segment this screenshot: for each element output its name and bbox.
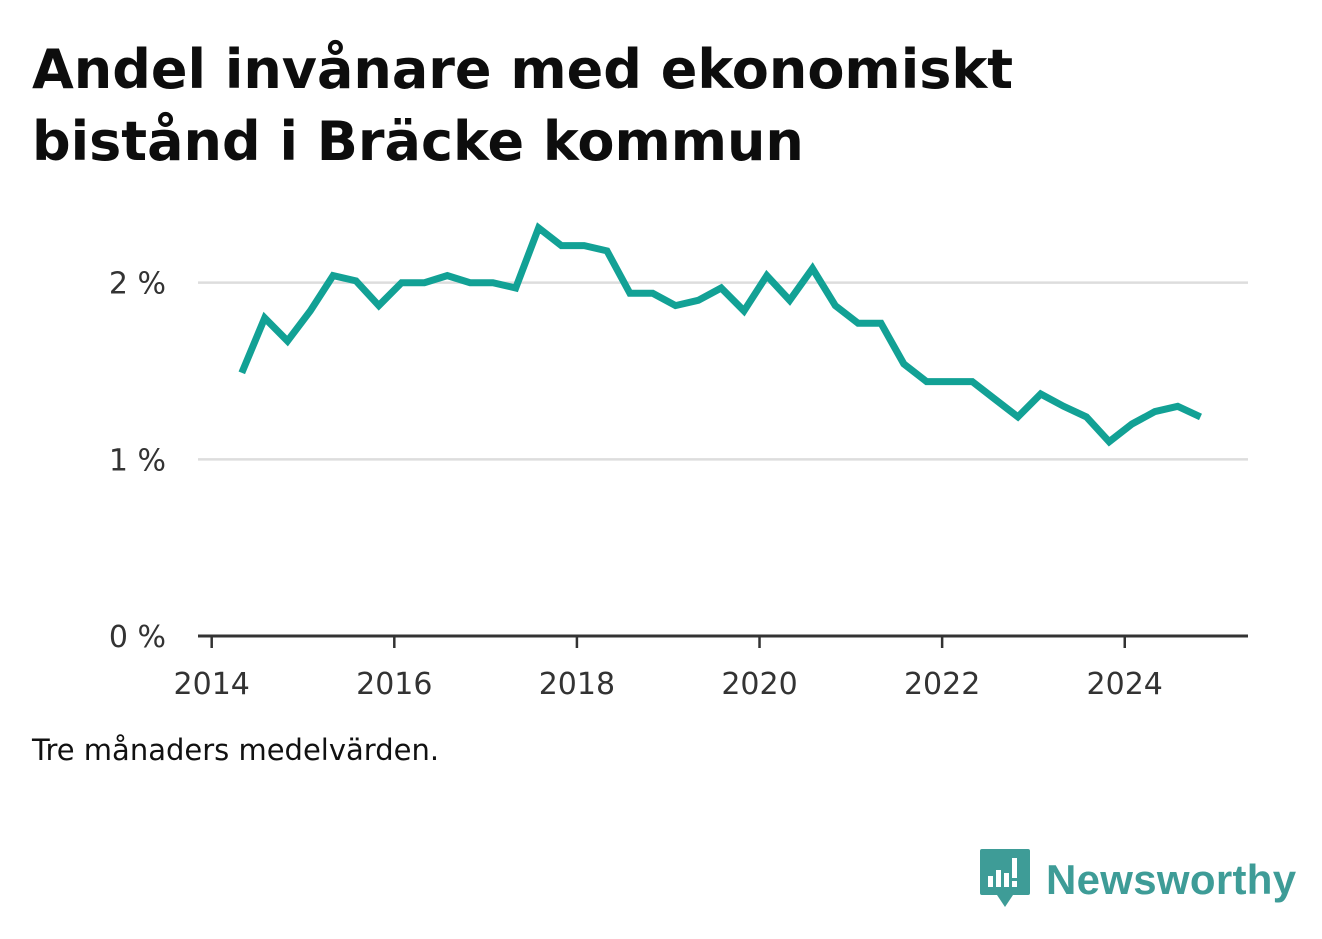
brand-logo: Newsworthy (980, 848, 1296, 912)
brand-name: Newsworthy (1046, 856, 1297, 903)
x-tick-label: 2020 (721, 667, 797, 702)
data-series (238, 222, 1202, 447)
series-line (238, 222, 1202, 447)
x-tick-label: 2024 (1087, 667, 1163, 702)
y-tick-label: 1 % (109, 443, 166, 478)
chart-note: Tre månaders medelvärden. (32, 733, 440, 767)
y-axis-labels: 0 % 1 % 2 % (109, 267, 166, 655)
newsworthy-logo-icon (980, 849, 1030, 907)
y-tick-label: 0 % (109, 620, 166, 655)
x-tick-label: 2016 (356, 667, 432, 702)
x-tick-label: 2018 (539, 667, 615, 702)
chart-title: Andel invånare med ekonomiskt bistånd i … (32, 34, 1232, 178)
x-tick-label: 2022 (904, 667, 980, 702)
x-tick-label: 2014 (174, 667, 250, 702)
chart-title-line-1: Andel invånare med ekonomiskt (32, 38, 1014, 101)
chart-title-line-2: bistånd i Bräcke kommun (32, 110, 804, 173)
y-tick-label: 2 % (109, 267, 166, 302)
x-axis: 2014 2016 2018 2020 2022 2024 (174, 634, 1248, 702)
grid-lines (198, 281, 1248, 461)
line-chart: 2014 2016 2018 2020 2022 2024 0 % 1 % 2 % (109, 222, 1248, 702)
